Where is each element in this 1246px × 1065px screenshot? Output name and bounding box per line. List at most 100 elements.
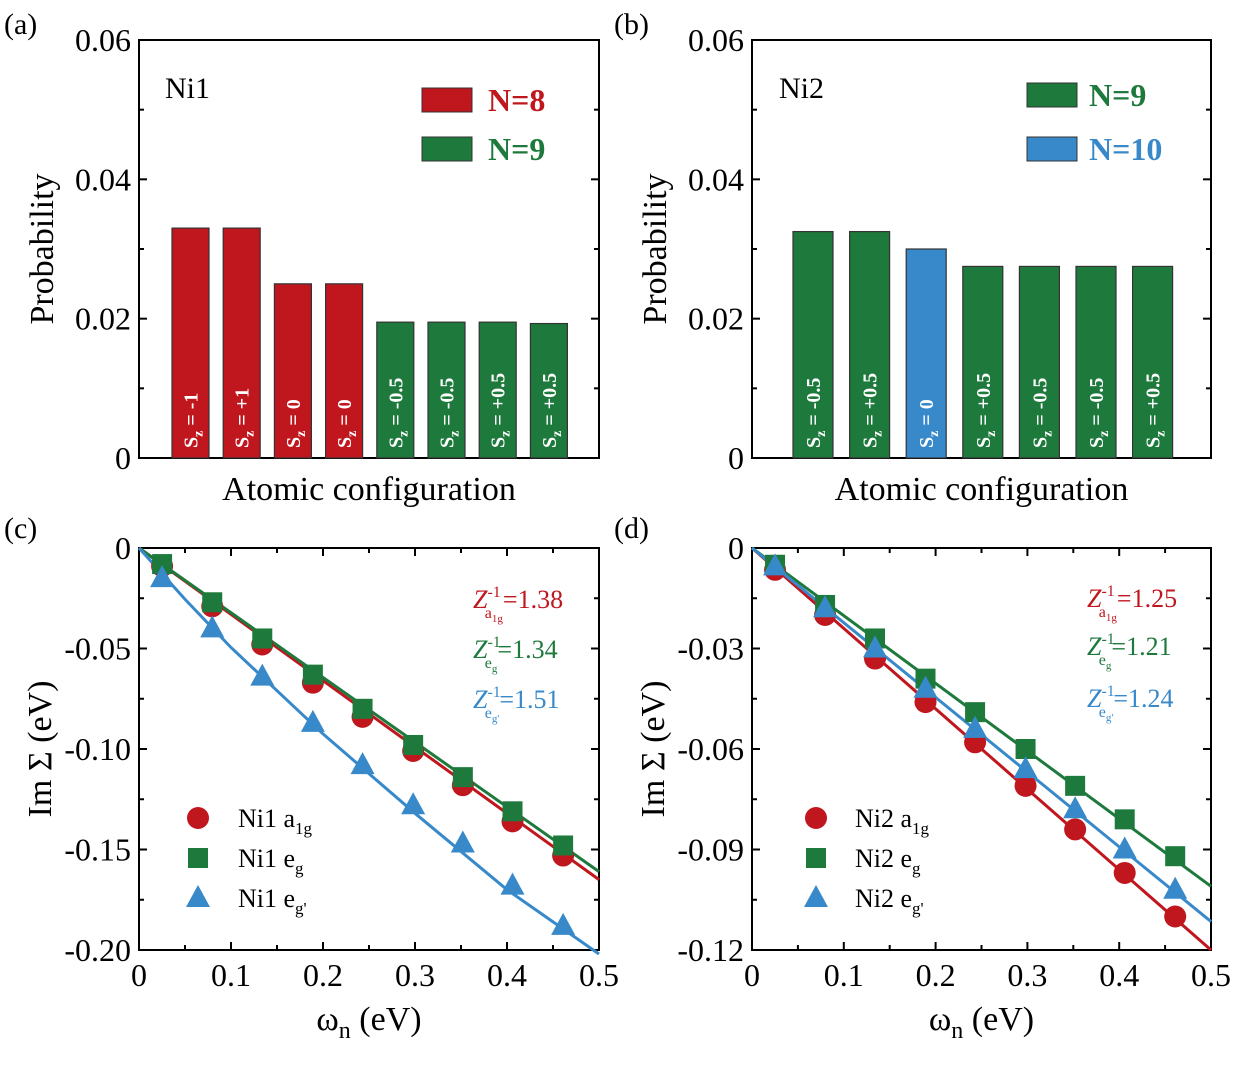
data-point <box>763 553 788 576</box>
bar-label-s: S <box>803 437 825 448</box>
z-annotation-value: =1.25 <box>1117 584 1177 613</box>
y-tick-label: -0.15 <box>64 832 131 868</box>
y-axis-label: Probability <box>24 173 61 324</box>
data-point <box>1164 905 1187 928</box>
bar-label: Sz = +0.5 <box>1143 373 1169 448</box>
legend-label: Ni1 a1g <box>238 804 313 838</box>
z-annotation-z: Z <box>1087 584 1102 613</box>
y-tick-label: 0 <box>728 440 744 476</box>
bar-label-s: S <box>1086 437 1108 448</box>
x-tick-label: 0.2 <box>916 957 956 993</box>
y-tick-label: 0 <box>115 440 131 476</box>
legend-label-sub: 1g <box>912 819 930 838</box>
z-annotation-sup: -1 <box>1101 683 1114 700</box>
data-point <box>553 835 574 856</box>
legend-marker <box>187 807 209 829</box>
bar <box>325 283 364 459</box>
y-tick-label: -0.20 <box>64 932 131 968</box>
y-axis-label: Probability <box>637 173 674 324</box>
z-annotation-z: Z <box>473 685 488 714</box>
bar-label: Sz = 0 <box>334 399 360 448</box>
x-axis-label: ωn (eV) <box>316 1001 421 1044</box>
legend-label: Ni2 eg' <box>855 884 924 918</box>
bar-label-value: = +0.5 <box>539 373 561 431</box>
bar <box>529 322 569 459</box>
x-axis-label-omega: ω <box>316 1001 338 1038</box>
bar-label-sub: z <box>192 431 207 437</box>
y-tick-label: 0.02 <box>75 301 131 337</box>
data-point <box>963 715 988 738</box>
data-point <box>1015 739 1036 759</box>
data-point <box>152 554 173 575</box>
data-point <box>1163 876 1188 899</box>
data-point <box>913 675 938 698</box>
legend-marker <box>805 807 827 829</box>
z-annotation-z: Z <box>1087 632 1102 661</box>
x-axis-label-sub: n <box>951 1018 963 1044</box>
bar-label-s: S <box>385 437 407 448</box>
panel-label-d: (d) <box>614 512 649 545</box>
bar-label-value: = +0.5 <box>488 373 510 431</box>
legend-label-name: Ni1 a <box>238 804 296 833</box>
bar-label-value: = -0.5 <box>385 378 407 431</box>
x-axis-label-omega: ω <box>929 1001 951 1038</box>
y-tick-label: -0.06 <box>677 731 744 767</box>
bar-label-value: = -0.5 <box>1029 378 1051 431</box>
legend-label: N=9 <box>488 131 545 167</box>
data-point <box>252 628 273 649</box>
bar-label-s: S <box>1143 437 1165 448</box>
chart-title: Ni1 <box>165 72 210 105</box>
bar-label-sub: z <box>984 431 999 437</box>
z-annotation: Z-1 a1g=1.25 <box>1087 583 1177 624</box>
bar-label-value: = 0 <box>283 399 305 430</box>
legend-marker <box>806 848 826 868</box>
legend-label: N=8 <box>488 82 545 118</box>
x-tick-label: 0.5 <box>1191 957 1231 993</box>
legend-marker <box>804 885 828 907</box>
z-annotation: Z-1 a1g=1.38 <box>473 584 563 625</box>
legend-label: Ni1 eg' <box>238 884 307 918</box>
legend-marker <box>186 885 210 907</box>
data-point <box>1112 836 1137 859</box>
legend-swatch <box>421 136 473 162</box>
bar <box>1131 265 1174 459</box>
z-annotation-value: =1.51 <box>499 685 559 714</box>
chart-a: 0 0.02 0.04 0.06 Probability Atomic configura… <box>24 22 600 508</box>
bar-label-sub: z <box>927 431 942 437</box>
legend-label-sub: g <box>912 859 921 878</box>
z-annotation: Z-1 eg'=1.51 <box>473 684 560 725</box>
legend-label-sub: g <box>295 859 304 878</box>
bar-label: Sz = -1 <box>181 393 207 448</box>
bar-label: Sz = +1 <box>232 388 258 448</box>
bar-label: Sz = +0.5 <box>860 373 886 448</box>
bar <box>1075 265 1117 459</box>
y-tick-label: 0.06 <box>688 22 744 58</box>
x-axis-label: ωn (eV) <box>929 1001 1034 1044</box>
bar <box>962 265 1004 459</box>
data-point <box>1013 756 1038 779</box>
y-tick-label: -0.05 <box>64 631 131 667</box>
legend-label: N=9 <box>1089 77 1146 113</box>
bar-label-s: S <box>539 437 561 448</box>
x-tick-label: 0 <box>131 957 147 993</box>
z-annotation-sup: -1 <box>487 684 500 701</box>
bar-label: Sz = -0.5 <box>1086 378 1112 448</box>
bar-label-sub: z <box>345 431 360 437</box>
data-point <box>1014 774 1037 797</box>
bar-label-value: = +0.5 <box>1143 373 1165 431</box>
y-tick-label: 0.06 <box>75 22 131 58</box>
data-point <box>403 734 424 755</box>
z-annotation-subsub: g <box>1106 660 1112 672</box>
z-annotation-value: =1.34 <box>497 635 557 664</box>
chart-d: 0 0.1 0.2 0.3 0.4 0.5 0 -0.03 -0.06 -0.09 -0.12 Im … <box>635 530 1231 1044</box>
data-point <box>352 698 373 719</box>
y-tick-label: 0 <box>115 530 131 566</box>
y-tick-label: 0.04 <box>75 161 131 197</box>
y-tick-label: 0 <box>728 530 744 566</box>
z-annotation-sub: a <box>485 605 492 622</box>
x-tick-label: 0.3 <box>395 957 435 993</box>
z-annotation-sup: -1 <box>1101 583 1114 600</box>
legend-label-sub: g' <box>912 899 924 918</box>
legend-swatch <box>1026 136 1078 162</box>
bar-label-s: S <box>860 437 882 448</box>
